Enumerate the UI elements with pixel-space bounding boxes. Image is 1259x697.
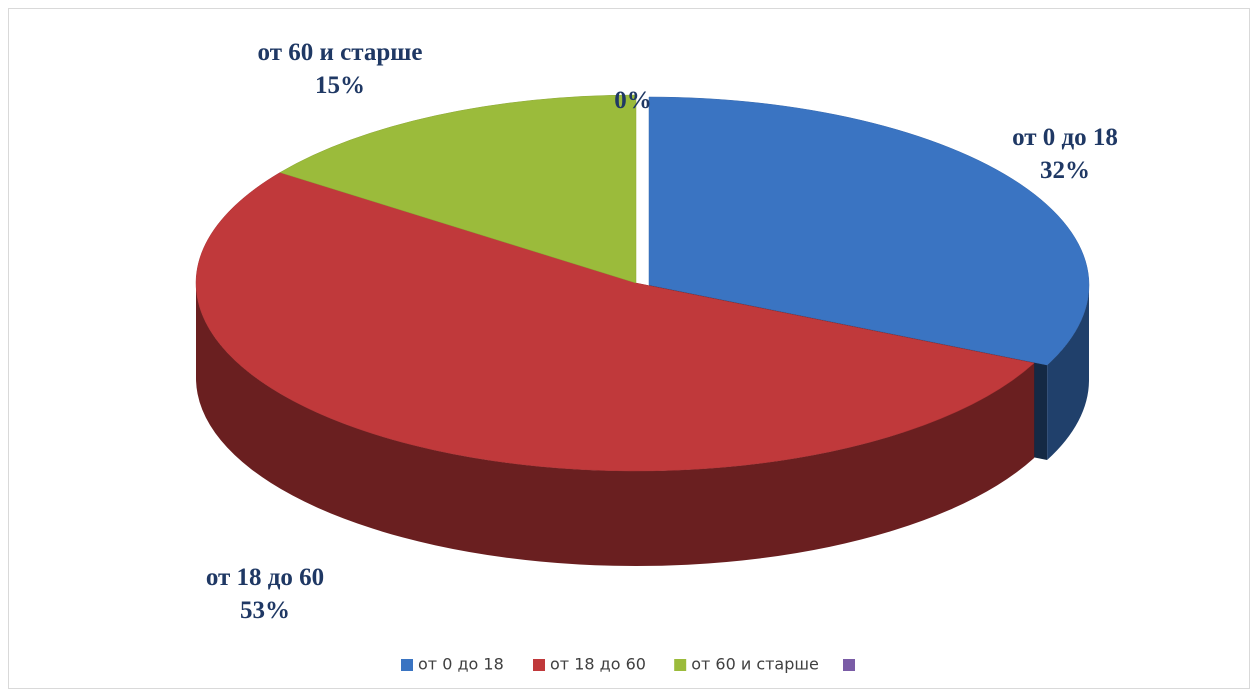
slice-wall xyxy=(196,283,1035,566)
slice-top xyxy=(195,172,1035,472)
data-label-name: от 18 до 60 xyxy=(206,564,324,591)
legend-swatch xyxy=(843,659,855,671)
legend-label: от 60 и старше xyxy=(691,655,819,674)
legend-swatch xyxy=(533,659,545,671)
slice-top xyxy=(279,94,637,284)
legend-label: от 18 до 60 xyxy=(550,655,646,674)
slice-wall xyxy=(1047,285,1089,461)
data-label-value: 0% xyxy=(614,87,652,114)
legend-swatch xyxy=(674,659,687,671)
slice-tops xyxy=(195,94,1090,472)
data-label-value: 32% xyxy=(1040,157,1090,184)
legend-swatch xyxy=(401,659,413,671)
data-label-name: от 60 и старше xyxy=(258,39,423,66)
data-label-value: 15% xyxy=(315,72,365,99)
legend-label: от 0 до 18 xyxy=(418,655,504,674)
slice-walls xyxy=(196,283,1089,566)
data-label-value: 53% xyxy=(240,597,290,624)
slice-top xyxy=(648,96,1090,366)
data-label-name: от 0 до 18 xyxy=(1012,124,1118,151)
